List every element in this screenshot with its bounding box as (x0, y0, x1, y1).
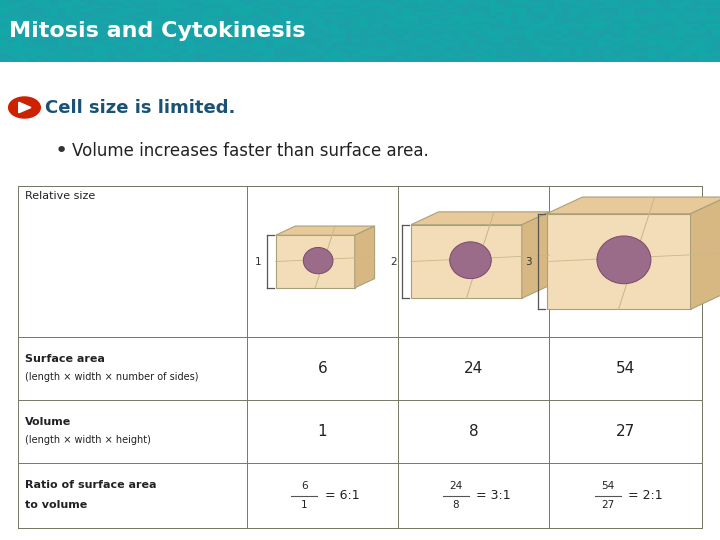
Text: 27: 27 (616, 424, 635, 439)
FancyBboxPatch shape (0, 0, 720, 62)
Text: (length × width × height): (length × width × height) (25, 435, 151, 445)
Polygon shape (411, 212, 549, 225)
Text: Cell size is limited.: Cell size is limited. (45, 98, 235, 117)
Text: 54: 54 (601, 481, 614, 491)
Polygon shape (411, 225, 522, 298)
Text: 6: 6 (301, 481, 307, 491)
Polygon shape (522, 212, 549, 298)
Polygon shape (276, 226, 374, 235)
Polygon shape (690, 197, 720, 309)
Polygon shape (276, 235, 355, 288)
Text: 6: 6 (318, 361, 328, 376)
Text: Volume: Volume (25, 417, 71, 427)
Text: 1: 1 (255, 256, 261, 267)
Text: Relative size: Relative size (25, 191, 96, 201)
Text: 8: 8 (469, 424, 478, 439)
Ellipse shape (597, 236, 651, 284)
Text: Ratio of surface area: Ratio of surface area (25, 480, 157, 490)
Text: •: • (55, 140, 68, 160)
Polygon shape (19, 102, 31, 113)
Text: 27: 27 (601, 500, 614, 510)
Ellipse shape (303, 247, 333, 274)
Text: 2: 2 (390, 256, 397, 267)
Text: 24: 24 (449, 481, 462, 491)
Text: 54: 54 (616, 361, 635, 376)
Polygon shape (355, 226, 374, 288)
Text: 24: 24 (464, 361, 483, 376)
Text: 8: 8 (452, 500, 459, 510)
Text: Volume increases faster than surface area.: Volume increases faster than surface are… (72, 141, 428, 159)
Text: 1: 1 (301, 500, 307, 510)
Text: 1: 1 (318, 424, 327, 439)
Circle shape (9, 97, 40, 118)
Text: = 3:1: = 3:1 (476, 489, 510, 502)
Ellipse shape (450, 242, 491, 279)
Polygon shape (546, 214, 690, 309)
Text: = 6:1: = 6:1 (325, 489, 359, 502)
Polygon shape (546, 197, 720, 214)
Text: Surface area: Surface area (25, 354, 105, 364)
Text: Mitosis and Cytokinesis: Mitosis and Cytokinesis (9, 21, 305, 41)
Text: to volume: to volume (25, 500, 87, 510)
Text: (length × width × number of sides): (length × width × number of sides) (25, 372, 199, 382)
Text: = 2:1: = 2:1 (628, 489, 662, 502)
Text: 3: 3 (526, 256, 532, 267)
